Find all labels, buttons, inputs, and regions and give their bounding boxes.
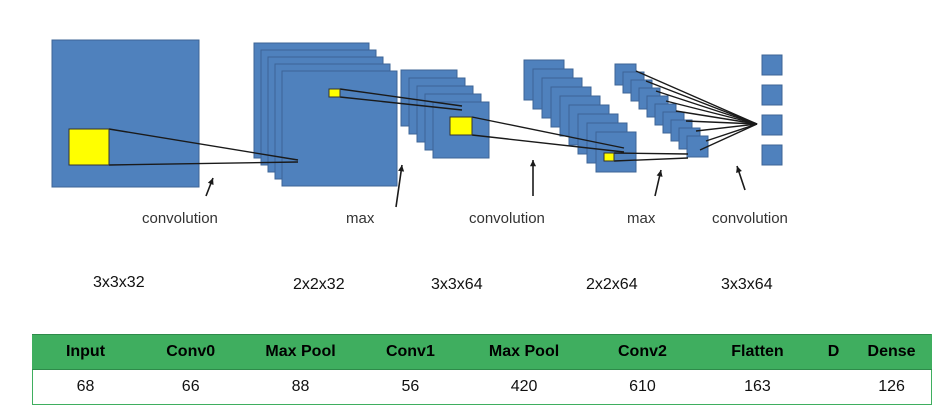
arrow-convolution-3 — [736, 165, 746, 191]
layer-parameter-table: Input Conv0 Max Pool Conv1 Max Pool Conv… — [31, 334, 933, 405]
connection-flatten-9 — [699, 123, 758, 151]
kernel-conv1 — [603, 152, 615, 162]
value-dense: 126 — [852, 369, 933, 405]
connection-conv0-top — [339, 88, 463, 107]
header-input: Input — [31, 334, 138, 370]
connection-conv0-bottom — [339, 96, 463, 111]
connection-input-bottom — [108, 161, 299, 166]
table-header-row: Input Conv0 Max Pool Conv1 Max Pool Conv… — [31, 334, 933, 370]
kernel-maxpool1 — [449, 116, 473, 136]
connection-flatten-4 — [665, 100, 758, 125]
header-max-pool-1: Max Pool — [243, 334, 358, 370]
connection-input-top — [108, 128, 299, 161]
value-input: 68 — [31, 369, 138, 405]
value-conv1: 56 — [357, 369, 464, 405]
arrow-convolution-2 — [529, 160, 537, 196]
header-conv1: Conv1 — [357, 334, 464, 370]
conv0-map-5 — [281, 70, 398, 187]
connection-flatten-8 — [705, 123, 758, 142]
flatten-unit-4 — [761, 144, 783, 166]
dimension-label-3x3x32: 3x3x32 — [93, 274, 145, 291]
connection-flatten-2 — [645, 80, 758, 125]
arrow-max-1 — [395, 164, 405, 208]
dimension-label-3x3x64-b: 3x3x64 — [721, 276, 773, 293]
value-conv2: 610 — [584, 369, 700, 405]
conv1-map-9 — [595, 131, 637, 173]
table-row: 68 66 88 56 420 610 163 126 — [31, 369, 933, 405]
header-dense: Dense — [852, 334, 933, 370]
value-flatten: 163 — [699, 369, 816, 405]
connection-flatten-6 — [685, 120, 758, 125]
flatten-unit-1 — [761, 54, 783, 76]
connection-flatten-5 — [675, 110, 758, 125]
maxpool2-map-10 — [686, 135, 709, 158]
header-conv0: Conv0 — [137, 334, 244, 370]
arch-label-convolution-3: convolution — [712, 210, 788, 227]
value-conv0: 66 — [137, 369, 244, 405]
header-conv2: Conv2 — [584, 334, 700, 370]
cnn-architecture-diagram: convolution max convolution max convolut… — [51, 39, 788, 227]
connection-maxpool1-bottom — [471, 134, 625, 153]
flatten-unit-2 — [761, 84, 783, 106]
header-flatten: Flatten — [699, 334, 816, 370]
value-d — [815, 369, 853, 405]
dimension-label-3x3x64-a: 3x3x64 — [431, 276, 483, 293]
kernel-conv0 — [328, 88, 341, 98]
connection-flatten-3 — [655, 90, 758, 125]
flatten-unit-3 — [761, 114, 783, 136]
connection-conv1-top — [613, 152, 689, 155]
connection-flatten-1 — [635, 70, 758, 125]
connection-flatten-7 — [695, 123, 758, 132]
connection-maxpool1-top — [471, 116, 625, 149]
dimension-label-2x2x32: 2x2x32 — [293, 276, 345, 293]
value-max-pool-2: 420 — [463, 369, 585, 405]
header-d: D — [815, 334, 853, 370]
arrow-convolution-1 — [205, 177, 214, 197]
arrow-max-2 — [654, 169, 663, 197]
arch-label-convolution-1: convolution — [142, 210, 218, 227]
arch-label-max-1: max — [346, 210, 375, 227]
header-max-pool-2: Max Pool — [463, 334, 585, 370]
kernel-input — [68, 128, 110, 166]
arch-label-convolution-2: convolution — [469, 210, 545, 227]
value-max-pool-1: 88 — [243, 369, 358, 405]
connection-conv1-bottom — [613, 157, 689, 162]
dimension-label-2x2x64: 2x2x64 — [586, 276, 638, 293]
arch-label-max-2: max — [627, 210, 656, 227]
